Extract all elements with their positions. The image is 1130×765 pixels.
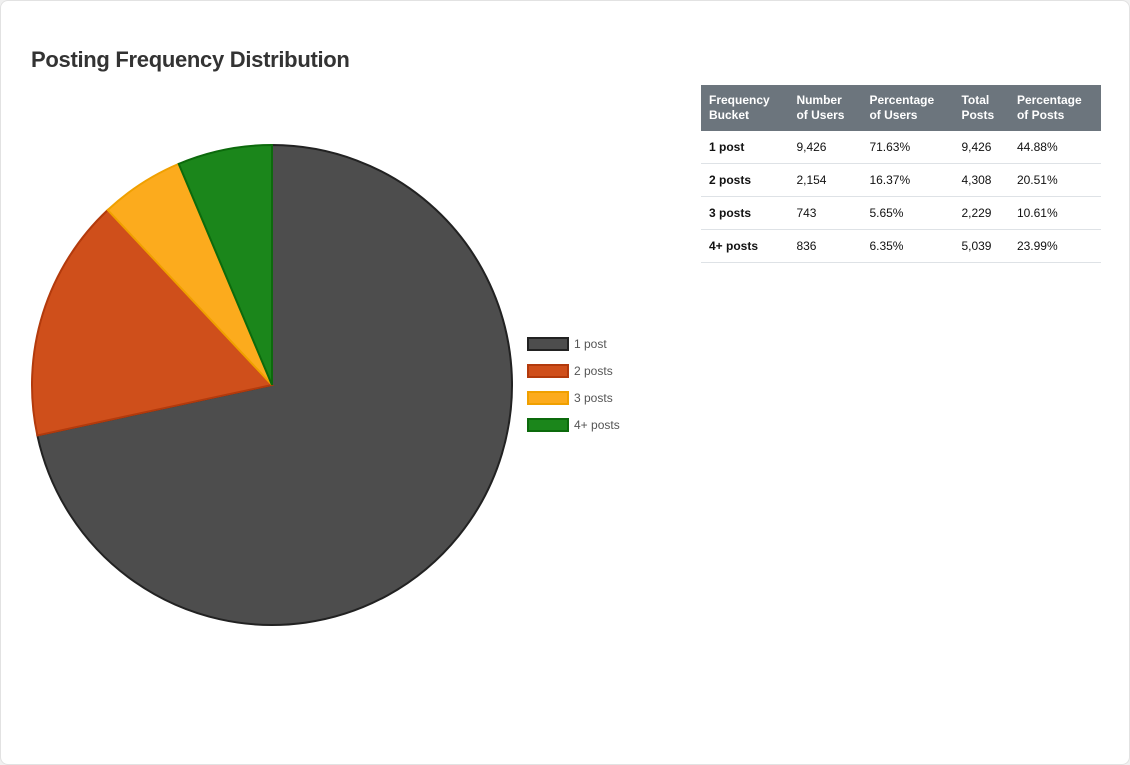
table-cell: 3 posts [701,196,789,230]
table-row: 2 posts 2,154 16.37% 4,308 20.51% [701,163,1101,197]
table-cell: 9,426 [788,131,862,164]
header-line: of Posts [1016,108,1065,122]
pie-slice-2[interactable] [31,208,274,437]
table-cell: 743 [788,196,862,230]
header-line: Number [796,93,842,107]
page-title: Posting Frequency Distribution [31,47,350,72]
table-cell: 23.99% [1008,229,1101,263]
column-header: Total Posts [953,85,1009,131]
table-cell: 9,426 [953,131,1009,164]
table-row: 4+ posts 836 6.35% 5,039 23.99% [701,229,1101,263]
header-line: Posts [961,108,995,122]
table-cell: 20.51% [1008,163,1101,197]
table-row: 3 posts 743 5.65% 2,229 10.61% [701,196,1101,230]
table-cell: 71.63% [861,131,954,164]
table-cell: 4,308 [953,163,1009,197]
legend-label[interactable]: 1 post [574,337,607,351]
legend-swatch[interactable] [527,391,569,405]
table-cell: 2 posts [701,163,789,197]
table-cell: 1 post [701,131,789,164]
table-cell: 2,154 [788,163,862,197]
table-cell: 5.65% [861,196,954,230]
frequency-table: Frequency Bucket Number of Users Percentage o… [701,85,1101,263]
legend-label[interactable]: 3 posts [574,391,613,405]
pie-slice-1[interactable] [36,143,513,626]
column-header: Frequency Bucket [701,85,789,131]
header-line: Percentage [1016,93,1082,107]
table-cell: 4+ posts [701,229,789,263]
legend-label[interactable]: 2 posts [574,364,613,378]
legend-swatch[interactable] [527,364,569,378]
legend-swatch[interactable] [527,418,569,432]
header-line: Percentage [869,93,935,107]
table-cell: 10.61% [1008,196,1101,230]
table-cell: 2,229 [953,196,1009,230]
header-line: Bucket [709,108,750,122]
header-line: Frequency [709,93,770,107]
table-cell: 836 [788,229,862,263]
pie-chart: 1 post 2 posts 3 posts 4+ posts [31,143,620,626]
legend-label[interactable]: 4+ posts [574,418,620,432]
pie-slice-4[interactable] [177,143,273,386]
header-line: Total [961,93,990,107]
table-cell: 16.37% [861,163,954,197]
legend-swatch[interactable] [527,337,569,351]
table-cell: 44.88% [1008,131,1101,164]
column-header: Number of Users [788,85,862,131]
table-cell: 5,039 [953,229,1009,263]
column-header: Percentage of Posts [1008,85,1101,131]
header-line: of Users [869,108,918,122]
header-line: of Users [796,108,845,122]
table-row: 1 post 9,426 71.63% 9,426 44.88% [701,131,1101,164]
table-cell: 6.35% [861,229,954,263]
column-header: Percentage of Users [861,85,954,131]
